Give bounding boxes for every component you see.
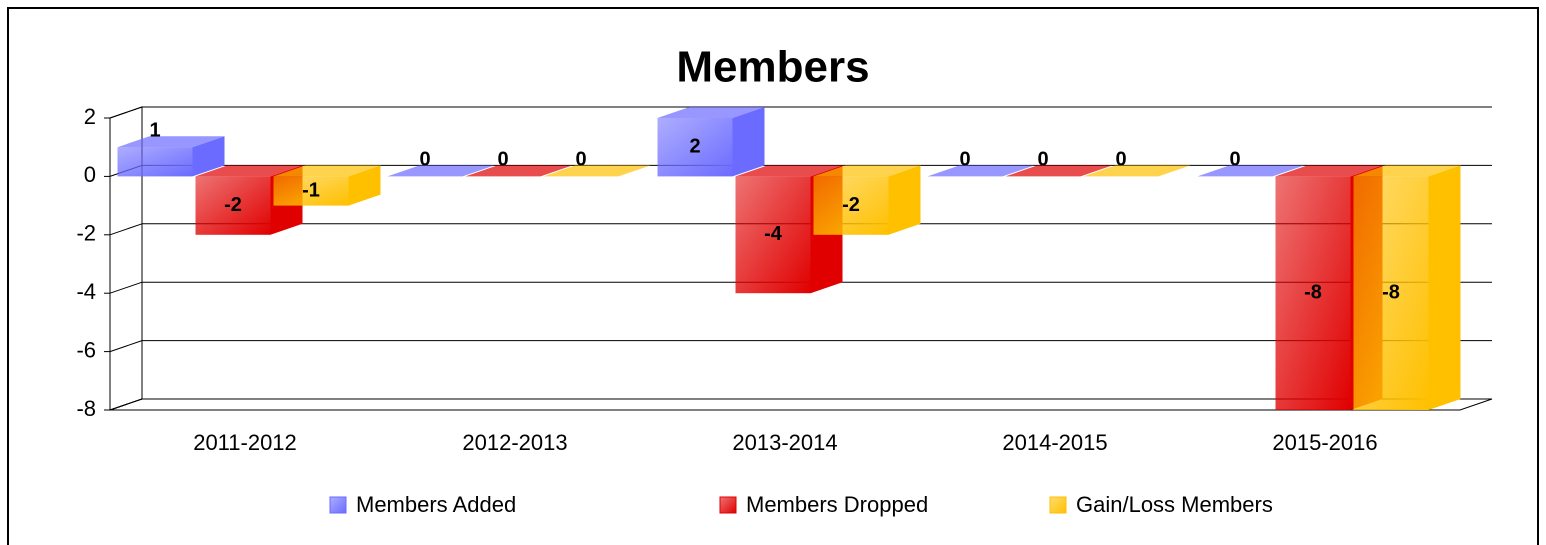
- grid-line: [109, 340, 143, 353]
- data-label: 0: [497, 149, 508, 171]
- data-label: -2: [842, 194, 860, 216]
- bar: [657, 118, 733, 177]
- legend-label: Members Dropped: [746, 492, 928, 517]
- bar-top: [195, 165, 303, 177]
- bar: [195, 176, 271, 235]
- grid-line: [109, 281, 143, 294]
- bar-top: [1353, 165, 1461, 177]
- grid-line: [109, 106, 143, 119]
- data-label: 0: [575, 149, 586, 171]
- x-tick-label: 2012-2013: [462, 430, 567, 455]
- data-label: -2: [224, 194, 242, 216]
- y-tick-label: -4: [76, 279, 96, 304]
- bar-top: [465, 165, 573, 177]
- bar-top: [1005, 165, 1113, 177]
- bar-top: [387, 165, 495, 177]
- bar-side: [888, 165, 921, 235]
- bar-top: [1083, 165, 1191, 177]
- chart-title: Members: [676, 43, 869, 92]
- bar-top: [117, 136, 225, 148]
- x-tick-label: 2013-2014: [732, 430, 837, 455]
- bar-top: [543, 165, 651, 177]
- bar-side: [348, 165, 381, 206]
- y-tick-label: -8: [76, 396, 96, 421]
- y-tick-label: 2: [84, 104, 96, 129]
- data-label: -1: [302, 179, 320, 201]
- data-label: -8: [1304, 281, 1322, 303]
- bar: [117, 147, 193, 177]
- y-tick-label: -2: [76, 221, 96, 246]
- data-label: 1: [149, 119, 160, 141]
- data-label: 0: [959, 149, 970, 171]
- x-tick-label: 2015-2016: [1272, 430, 1377, 455]
- grid-line: [109, 223, 143, 236]
- bar: [735, 176, 811, 294]
- bar-top: [273, 165, 381, 177]
- data-label: 2: [689, 135, 700, 157]
- bar-top: [927, 165, 1035, 177]
- bar-side: [1428, 165, 1461, 410]
- bar-side: [732, 107, 765, 177]
- bar-top: [1275, 165, 1383, 177]
- bar-top: [813, 165, 921, 177]
- y-tick-label: 0: [84, 162, 96, 187]
- data-label: 0: [1229, 149, 1240, 171]
- x-tick-label: 2011-2012: [193, 430, 297, 455]
- bar-top: [1197, 165, 1305, 177]
- data-label: 0: [1037, 149, 1048, 171]
- data-label: -4: [764, 223, 783, 245]
- bar: [1275, 176, 1351, 410]
- legend-label: Members Added: [356, 492, 516, 517]
- bar: [813, 176, 889, 235]
- bar-top: [735, 165, 843, 177]
- bar: [273, 176, 349, 206]
- data-label: -8: [1382, 281, 1400, 303]
- legend-swatch: [329, 496, 347, 514]
- legend-swatch: [719, 496, 737, 514]
- x-tick-label: 2014-2015: [1002, 430, 1107, 455]
- data-label: 0: [1115, 149, 1126, 171]
- legend-swatch: [1049, 496, 1067, 514]
- bar-top: [657, 107, 765, 118]
- data-label: 0: [419, 149, 430, 171]
- legend-label: Gain/Loss Members: [1076, 492, 1273, 517]
- grid-line: [109, 398, 143, 411]
- bar-side: [192, 136, 225, 177]
- bar: [1353, 176, 1429, 410]
- y-tick-label: -6: [76, 337, 96, 362]
